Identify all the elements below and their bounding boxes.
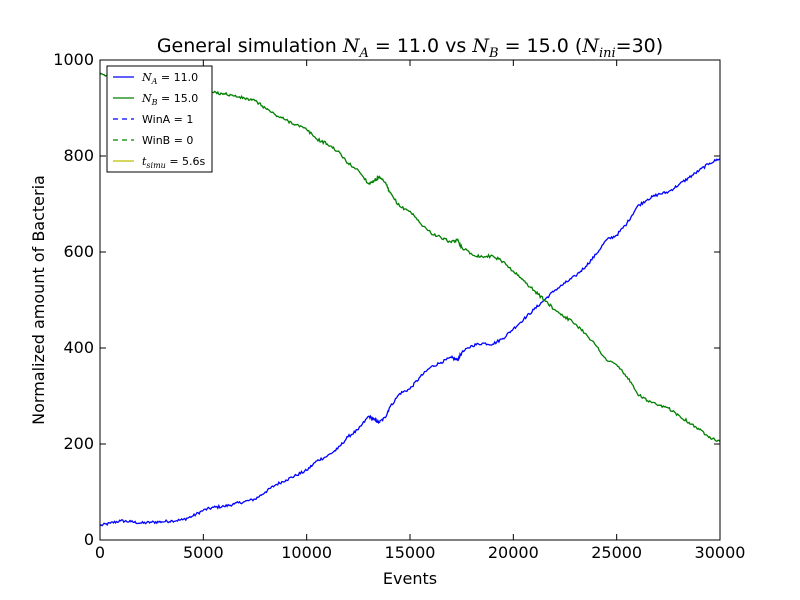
x-tick-label: 10000	[281, 543, 332, 562]
y-tick-label: 0	[84, 530, 94, 549]
x-tick-label: 0	[95, 543, 105, 562]
chart-title: General simulation NA = 11.0 vs NB = 15.…	[157, 35, 663, 61]
x-tick-label: 30000	[695, 543, 746, 562]
title-na-value: = 11.0 vs	[369, 35, 473, 57]
legend-label-5: tsimu = 5.6s	[142, 155, 206, 170]
title-nb-subscript: B	[488, 46, 499, 61]
y-tick-label: 200	[63, 434, 94, 453]
title-prefix: General simulation	[157, 35, 343, 57]
series-line-1	[99, 157, 721, 527]
y-tick-label: 600	[63, 242, 94, 261]
title-nini-subscript: ini	[599, 46, 616, 61]
title-nb-symbol: N	[471, 35, 490, 57]
title-na-subscript: A	[358, 46, 368, 61]
title-nb-value: = 15.0 (	[499, 35, 583, 57]
title-nini-symbol: N	[581, 35, 600, 57]
legend-label-1: NA = 11.0	[141, 71, 198, 86]
legend-label-3: WinA = 1	[142, 113, 193, 126]
y-tick-label: 1000	[53, 50, 94, 69]
x-axis-label: Events	[383, 569, 437, 588]
x-tick-label: 5000	[183, 543, 224, 562]
title-nini-value: =30)	[616, 35, 664, 57]
legend-label-4: WinB = 0	[142, 134, 193, 147]
x-tick-label: 20000	[488, 543, 539, 562]
legend-label-2: NB = 15.0	[141, 92, 198, 107]
y-axis-label: Normalized amount of Bacteria	[29, 175, 48, 425]
x-tick-label: 15000	[385, 543, 436, 562]
legend: NA = 11.0 NB = 15.0 WinA = 1 WinB = 0 tsimu …	[106, 65, 213, 173]
tick-layer: 0 5000 10000 15000 20000 25000 30000 0 200 400 600…	[53, 50, 745, 562]
title-na-symbol: N	[342, 35, 361, 57]
y-tick-label: 800	[63, 146, 94, 165]
y-tick-label: 400	[63, 338, 94, 357]
x-tick-label: 25000	[591, 543, 642, 562]
